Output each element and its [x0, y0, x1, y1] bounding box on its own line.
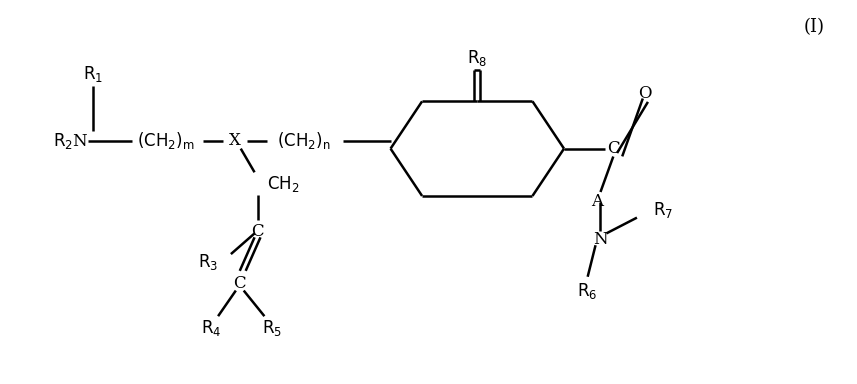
Text: $\mathsf{R_2}$N: $\mathsf{R_2}$N: [52, 131, 88, 151]
Text: $\mathsf{R_1}$: $\mathsf{R_1}$: [83, 64, 103, 84]
Text: X: X: [229, 132, 241, 149]
Text: $\mathsf{(CH_2)_n}$: $\mathsf{(CH_2)_n}$: [277, 130, 331, 151]
Text: C: C: [233, 275, 246, 292]
Text: (I): (I): [804, 18, 824, 36]
Text: $\mathsf{R_5}$: $\mathsf{R_5}$: [262, 318, 282, 338]
Text: $\mathsf{R_4}$: $\mathsf{R_4}$: [201, 318, 221, 338]
Text: C: C: [607, 140, 620, 157]
Text: $\mathsf{R_8}$: $\mathsf{R_8}$: [467, 48, 488, 68]
Text: O: O: [638, 85, 651, 102]
Text: $\mathsf{R_6}$: $\mathsf{R_6}$: [578, 281, 598, 301]
Text: $\mathsf{R_7}$: $\mathsf{R_7}$: [653, 200, 673, 220]
Text: $\mathsf{(CH_2)_m}$: $\mathsf{(CH_2)_m}$: [137, 130, 195, 151]
Text: A: A: [591, 194, 603, 210]
Text: $\mathsf{R_3}$: $\mathsf{R_3}$: [198, 252, 218, 272]
Text: $\mathsf{CH_2}$: $\mathsf{CH_2}$: [267, 174, 300, 194]
Text: C: C: [251, 223, 264, 240]
Text: N: N: [593, 231, 608, 248]
